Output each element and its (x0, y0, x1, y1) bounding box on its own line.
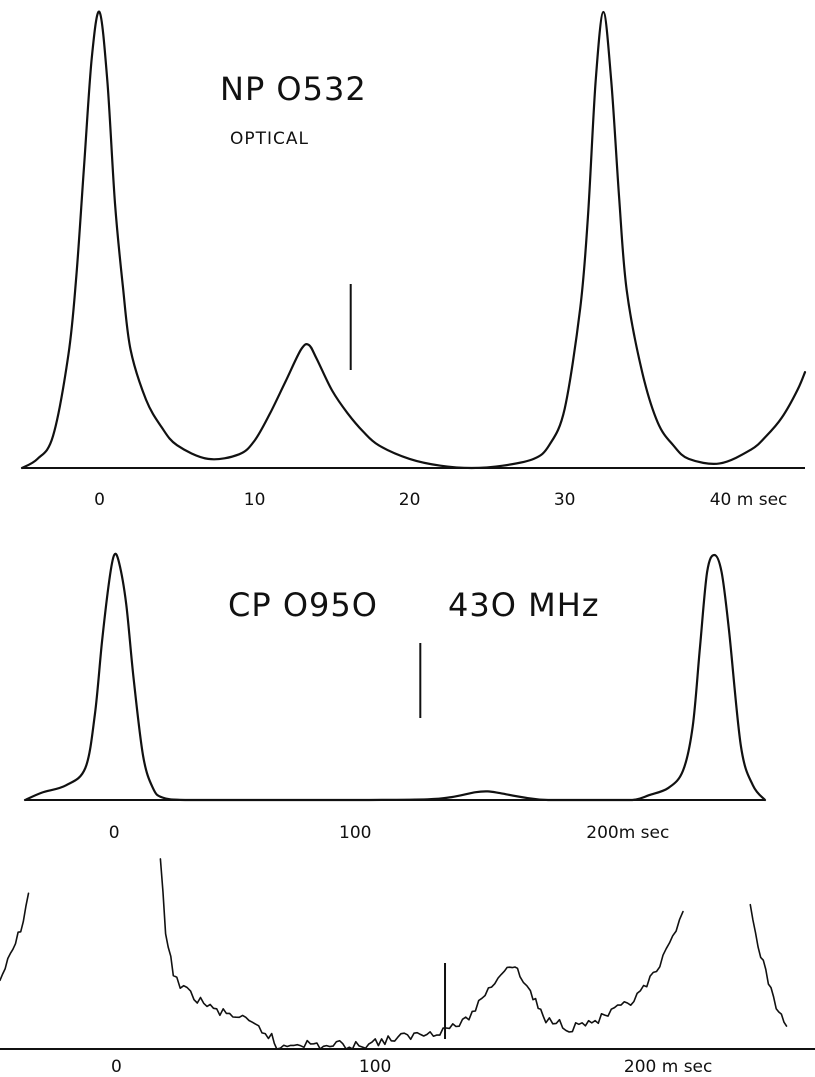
x-tick-label: 30 (554, 490, 576, 510)
x-tick-label: 100 (359, 1057, 391, 1077)
x-tick-label: 20 (399, 490, 421, 510)
pulse-trace (159, 858, 684, 1050)
panel-title: NP O532 (220, 70, 367, 108)
panel-cp0950-expanded: 0 100 200 m sec (0, 858, 815, 1077)
x-tick-label: 200m sec (586, 823, 669, 843)
panel-subtitle: 43O MHz (448, 586, 600, 624)
x-tick-label: 40 m sec (710, 490, 788, 510)
x-tick-label: 0 (94, 490, 105, 510)
pulse-trace (23, 552, 767, 802)
panel-np0532: NP O532 OPTICAL 0 10 20 30 40 m sec (20, 10, 807, 510)
x-tick-label: 0 (111, 1057, 122, 1077)
pulse-trace (0, 892, 30, 982)
pulse-trace (20, 10, 807, 470)
panel-subtitle: OPTICAL (230, 129, 309, 149)
x-tick-label: 0 (109, 823, 120, 843)
panel-cp0950: CP O95O 43O MHz 0 100 200m sec (23, 552, 767, 843)
pulse-trace (749, 903, 788, 1027)
x-tick-label: 10 (244, 490, 266, 510)
x-tick-label: 100 (339, 823, 371, 843)
panel-title: CP O95O (228, 586, 378, 624)
x-tick-label: 200 m sec (624, 1057, 712, 1077)
